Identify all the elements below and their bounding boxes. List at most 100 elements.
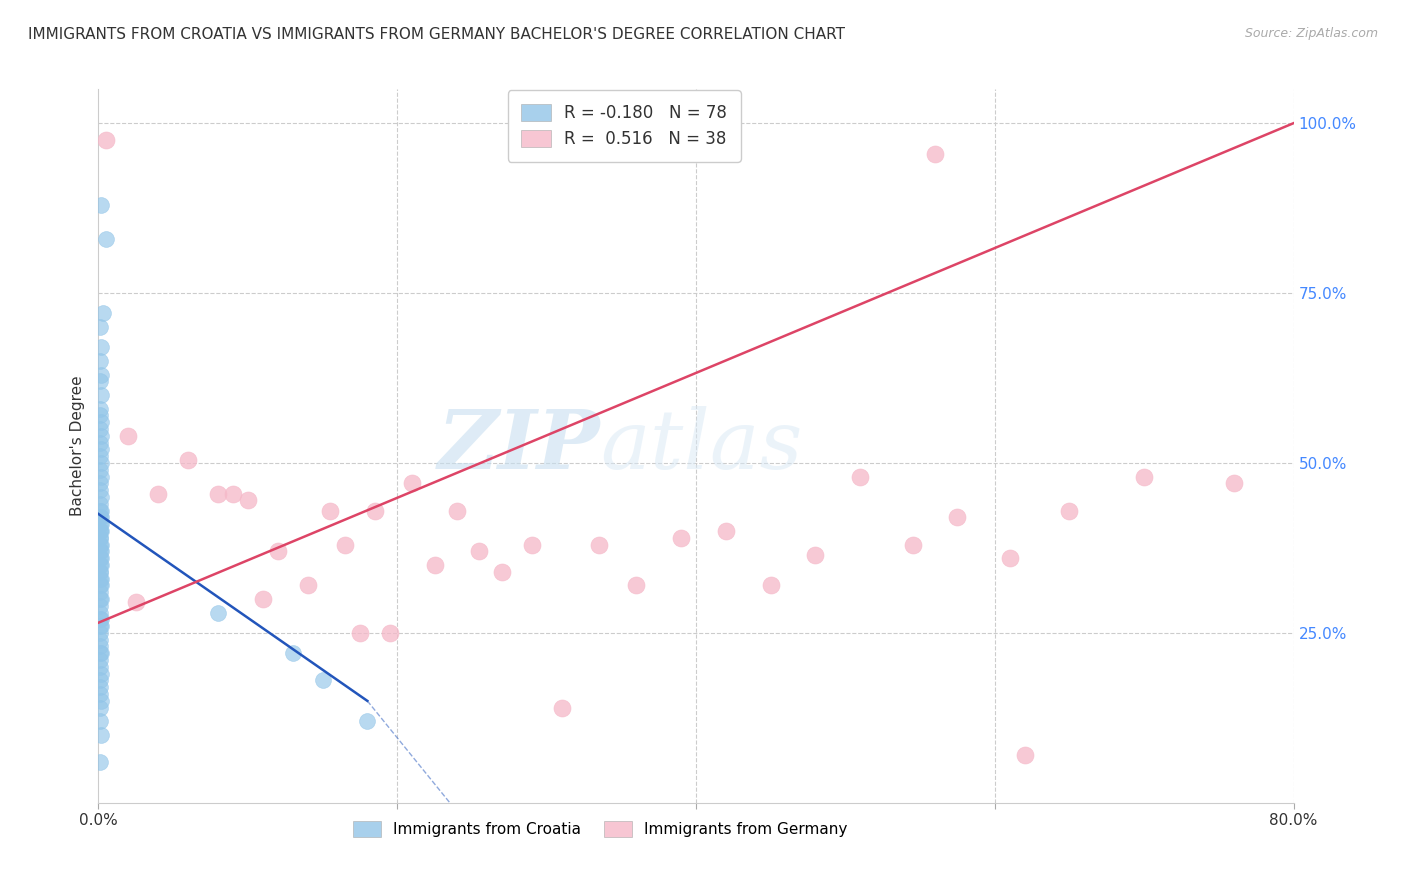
- Point: [89, 599, 111, 613]
- Point: [759, 578, 782, 592]
- Point: [297, 578, 319, 592]
- Point: [401, 476, 423, 491]
- Point: [222, 486, 245, 500]
- Point: [125, 595, 148, 609]
- Point: [491, 565, 513, 579]
- Point: [89, 503, 111, 517]
- Point: [177, 452, 200, 467]
- Point: [89, 354, 111, 368]
- Point: [89, 673, 111, 688]
- Point: [89, 320, 111, 334]
- Point: [89, 714, 111, 729]
- Point: [1133, 469, 1156, 483]
- Point: [90, 612, 112, 626]
- Point: [89, 640, 111, 654]
- Point: [901, 537, 924, 551]
- Point: [89, 660, 111, 674]
- Point: [89, 510, 111, 524]
- Point: [998, 551, 1021, 566]
- Point: [89, 435, 111, 450]
- Text: atlas: atlas: [600, 406, 803, 486]
- Point: [364, 503, 387, 517]
- Point: [90, 510, 112, 524]
- Point: [90, 551, 112, 566]
- Point: [626, 578, 648, 592]
- Point: [319, 503, 342, 517]
- Point: [90, 558, 112, 572]
- Point: [378, 626, 401, 640]
- Point: [89, 619, 111, 633]
- Point: [89, 572, 111, 586]
- Point: [89, 606, 111, 620]
- Point: [281, 646, 304, 660]
- Point: [89, 483, 111, 498]
- Text: ZIP: ZIP: [437, 406, 600, 486]
- Point: [1014, 748, 1036, 763]
- Point: [90, 415, 112, 429]
- Point: [89, 755, 111, 769]
- Point: [714, 524, 737, 538]
- Point: [1223, 476, 1246, 491]
- Point: [90, 341, 112, 355]
- Point: [89, 524, 111, 538]
- Point: [236, 493, 259, 508]
- Point: [91, 306, 114, 320]
- Point: [90, 646, 112, 660]
- Legend: Immigrants from Croatia, Immigrants from Germany: Immigrants from Croatia, Immigrants from…: [346, 814, 855, 845]
- Point: [311, 673, 333, 688]
- Point: [90, 728, 112, 742]
- Point: [90, 591, 112, 606]
- Point: [89, 551, 111, 566]
- Point: [446, 503, 468, 517]
- Point: [90, 503, 112, 517]
- Point: [90, 537, 112, 551]
- Point: [89, 537, 111, 551]
- Point: [89, 680, 111, 694]
- Point: [252, 591, 274, 606]
- Point: [89, 422, 111, 436]
- Point: [468, 544, 491, 558]
- Point: [89, 612, 111, 626]
- Point: [89, 653, 111, 667]
- Point: [90, 544, 112, 558]
- Point: [90, 442, 112, 457]
- Point: [89, 578, 111, 592]
- Point: [669, 531, 692, 545]
- Point: [550, 700, 572, 714]
- Point: [117, 429, 139, 443]
- Point: [89, 646, 111, 660]
- Point: [90, 388, 112, 402]
- Point: [90, 666, 112, 681]
- Point: [148, 486, 170, 500]
- Point: [90, 469, 112, 483]
- Point: [89, 565, 111, 579]
- Point: [94, 133, 117, 147]
- Point: [333, 537, 356, 551]
- Point: [849, 469, 872, 483]
- Point: [89, 401, 111, 416]
- Point: [90, 572, 112, 586]
- Point: [804, 548, 827, 562]
- Y-axis label: Bachelor's Degree: Bachelor's Degree: [69, 376, 84, 516]
- Point: [1059, 503, 1081, 517]
- Point: [89, 687, 111, 701]
- Point: [89, 700, 111, 714]
- Point: [90, 368, 112, 382]
- Point: [89, 531, 111, 545]
- Point: [267, 544, 290, 558]
- Point: [207, 606, 229, 620]
- Point: [946, 510, 969, 524]
- Point: [89, 558, 111, 572]
- Point: [89, 626, 111, 640]
- Point: [90, 198, 112, 212]
- Point: [89, 565, 111, 579]
- Text: Source: ZipAtlas.com: Source: ZipAtlas.com: [1244, 27, 1378, 40]
- Point: [89, 524, 111, 538]
- Point: [89, 517, 111, 532]
- Point: [90, 578, 112, 592]
- Point: [90, 517, 112, 532]
- Point: [89, 585, 111, 599]
- Point: [520, 537, 543, 551]
- Point: [89, 544, 111, 558]
- Point: [89, 476, 111, 491]
